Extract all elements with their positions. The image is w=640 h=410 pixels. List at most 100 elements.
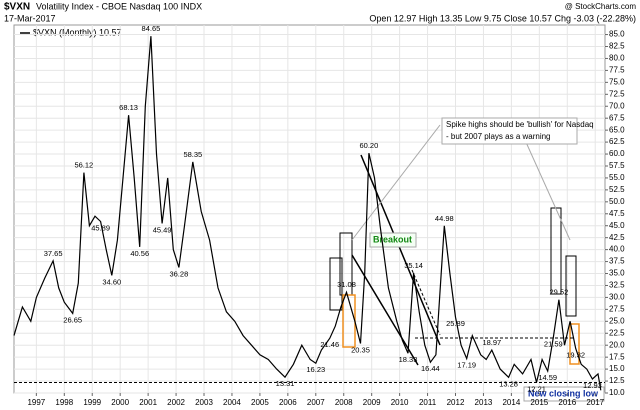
y-tick-label: 72.5 xyxy=(609,89,625,98)
y-tick-label: 40.0 xyxy=(609,245,625,254)
value-label: 36.28 xyxy=(169,269,188,278)
low-box xyxy=(523,386,605,402)
value-label: 16.23 xyxy=(306,365,325,374)
y-tick-label: 80.0 xyxy=(609,54,625,63)
y-tick-label: 67.5 xyxy=(609,113,625,122)
y-tick-label: 37.5 xyxy=(609,257,625,266)
x-tick-label: 2004 xyxy=(223,398,241,407)
y-tick-label: 22.5 xyxy=(609,328,625,337)
quote: Open 12.97 High 13.35 Low 9.75 Close 10.… xyxy=(369,13,636,23)
y-tick-label: 70.0 xyxy=(609,101,625,110)
value-label: 26.65 xyxy=(63,315,82,324)
value-label: 34.60 xyxy=(102,277,121,286)
y-tick-label: 85.0 xyxy=(609,30,625,39)
series-line xyxy=(13,36,602,391)
x-tick-label: 2007 xyxy=(307,398,325,407)
y-tick-label: 27.5 xyxy=(609,304,625,313)
x-tick-label: 2017 xyxy=(586,398,604,407)
y-tick-label: 35.0 xyxy=(609,269,625,278)
source: @ StockCharts.com xyxy=(565,2,637,11)
trend-line xyxy=(351,254,419,366)
x-tick-label: 2009 xyxy=(363,398,381,407)
x-tick-label: 1998 xyxy=(55,398,73,407)
value-label: 21.46 xyxy=(320,340,339,349)
trend-line xyxy=(360,154,441,346)
value-label: 29.52 xyxy=(550,288,569,297)
y-tick-label: 12.5 xyxy=(609,376,625,385)
x-tick-label: 2008 xyxy=(335,398,353,407)
x-tick-label: 2011 xyxy=(419,398,437,407)
y-tick-label: 15.0 xyxy=(609,364,625,373)
value-label: 18.33 xyxy=(399,355,418,364)
y-tick-label: 62.5 xyxy=(609,137,625,146)
value-label: 12.93 xyxy=(583,381,602,390)
value-label: 68.13 xyxy=(119,103,138,112)
x-tick-label: 2001 xyxy=(139,398,157,407)
breakout-text: Breakout xyxy=(373,234,412,244)
y-tick-label: 45.0 xyxy=(609,221,625,230)
value-label: 84.65 xyxy=(142,24,161,33)
y-tick-label: 57.5 xyxy=(609,161,625,170)
callout-box xyxy=(441,117,578,145)
value-label: 17.19 xyxy=(457,361,476,370)
trend-line xyxy=(411,269,441,336)
x-tick-label: 2016 xyxy=(558,398,576,407)
y-tick-label: 82.5 xyxy=(609,42,625,51)
legend-label: $VXN (Monthly) 10.57 xyxy=(33,27,122,37)
value-label: 44.98 xyxy=(435,214,454,223)
value-label: 56.12 xyxy=(74,161,93,170)
x-tick-label: 1997 xyxy=(27,398,45,407)
y-tick-label: 30.0 xyxy=(609,293,625,302)
y-tick-label: 42.5 xyxy=(609,233,625,242)
spike-box xyxy=(565,255,577,317)
x-tick-label: 2013 xyxy=(475,398,493,407)
value-label: 18.97 xyxy=(482,338,501,347)
x-tick-label: 2015 xyxy=(530,398,548,407)
y-tick-label: 50.0 xyxy=(609,197,625,206)
value-label: 60.20 xyxy=(359,141,378,150)
x-tick-label: 2010 xyxy=(391,398,409,407)
value-label: 40.56 xyxy=(130,249,149,258)
value-label: 25.89 xyxy=(446,319,465,328)
y-tick-label: 77.5 xyxy=(609,66,625,75)
value-label: 35.14 xyxy=(404,261,423,270)
value-label: 58.35 xyxy=(183,150,202,159)
value-label: 20.35 xyxy=(351,346,370,355)
spike-box xyxy=(329,257,343,311)
x-tick-label: 2003 xyxy=(195,398,213,407)
x-tick-label: 2006 xyxy=(279,398,297,407)
y-tick-label: 60.0 xyxy=(609,149,625,158)
x-tick-label: 2014 xyxy=(502,398,520,407)
y-tick-label: 10.0 xyxy=(609,388,625,397)
y-tick-label: 47.5 xyxy=(609,209,625,218)
value-label: 16.44 xyxy=(421,364,440,373)
value-label: 13.28 xyxy=(499,379,518,388)
callout-text: - but 2007 plays as a warning xyxy=(446,132,551,141)
y-tick-label: 32.5 xyxy=(609,281,625,290)
y-tick-label: 25.0 xyxy=(609,316,625,325)
date: 17-Mar-2017 xyxy=(4,13,56,23)
value-label: 37.65 xyxy=(44,249,63,258)
x-tick-label: 1999 xyxy=(83,398,101,407)
x-tick-label: 2005 xyxy=(251,398,269,407)
value-label: 45.49 xyxy=(153,225,172,234)
y-tick-label: 17.5 xyxy=(609,352,625,361)
x-tick-label: 2000 xyxy=(111,398,129,407)
y-tick-label: 20.0 xyxy=(609,340,625,349)
y-tick-label: 75.0 xyxy=(609,77,625,86)
value-label: 14.59 xyxy=(538,373,557,382)
y-tick-label: 52.5 xyxy=(609,185,625,194)
value-label: 45.89 xyxy=(91,223,110,232)
x-tick-label: 2012 xyxy=(447,398,465,407)
value-label: 31.08 xyxy=(337,280,356,289)
value-label: 12.21 xyxy=(527,384,546,393)
low-text: New closing low xyxy=(528,388,599,398)
x-tick-label: 2002 xyxy=(167,398,185,407)
symbol: $VXN xyxy=(4,2,30,13)
callout-text: Spike highs should be 'bullish' for Nasd… xyxy=(446,120,594,129)
callout-pointer xyxy=(524,139,571,241)
y-tick-label: 65.0 xyxy=(609,125,625,134)
spike-box xyxy=(569,323,580,365)
